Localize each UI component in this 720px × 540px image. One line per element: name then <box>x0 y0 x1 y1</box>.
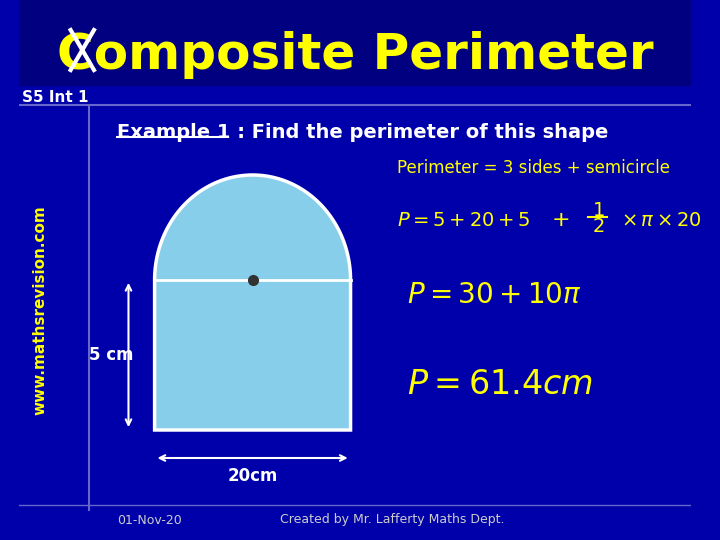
Text: 5 cm: 5 cm <box>89 346 134 364</box>
PathPatch shape <box>155 175 351 430</box>
Text: 20cm: 20cm <box>228 467 278 485</box>
Text: $+$: $+$ <box>552 210 570 230</box>
Text: Example 1 : Find the perimeter of this shape: Example 1 : Find the perimeter of this s… <box>117 123 608 141</box>
Bar <box>19 0 691 85</box>
Text: $P = 30 + 10\pi$: $P = 30 + 10\pi$ <box>407 281 581 309</box>
Text: Perimeter = 3 sides + semicircle: Perimeter = 3 sides + semicircle <box>397 159 670 177</box>
Text: S5 Int 1: S5 Int 1 <box>22 91 88 105</box>
Text: $2$: $2$ <box>592 217 604 235</box>
Text: Created by Mr. Lafferty Maths Dept.: Created by Mr. Lafferty Maths Dept. <box>280 514 505 526</box>
Text: www.mathsrevision.com: www.mathsrevision.com <box>32 205 48 415</box>
Text: $P = 61.4cm$: $P = 61.4cm$ <box>407 368 593 402</box>
Text: $1$: $1$ <box>592 200 604 219</box>
Text: $P = 5 + 20 + 5$: $P = 5 + 20 + 5$ <box>397 211 531 229</box>
Text: $\times\, \pi \times 20$: $\times\, \pi \times 20$ <box>621 211 702 229</box>
Text: Composite Perimeter: Composite Perimeter <box>57 31 654 79</box>
Text: 01-Nov-20: 01-Nov-20 <box>117 514 182 526</box>
